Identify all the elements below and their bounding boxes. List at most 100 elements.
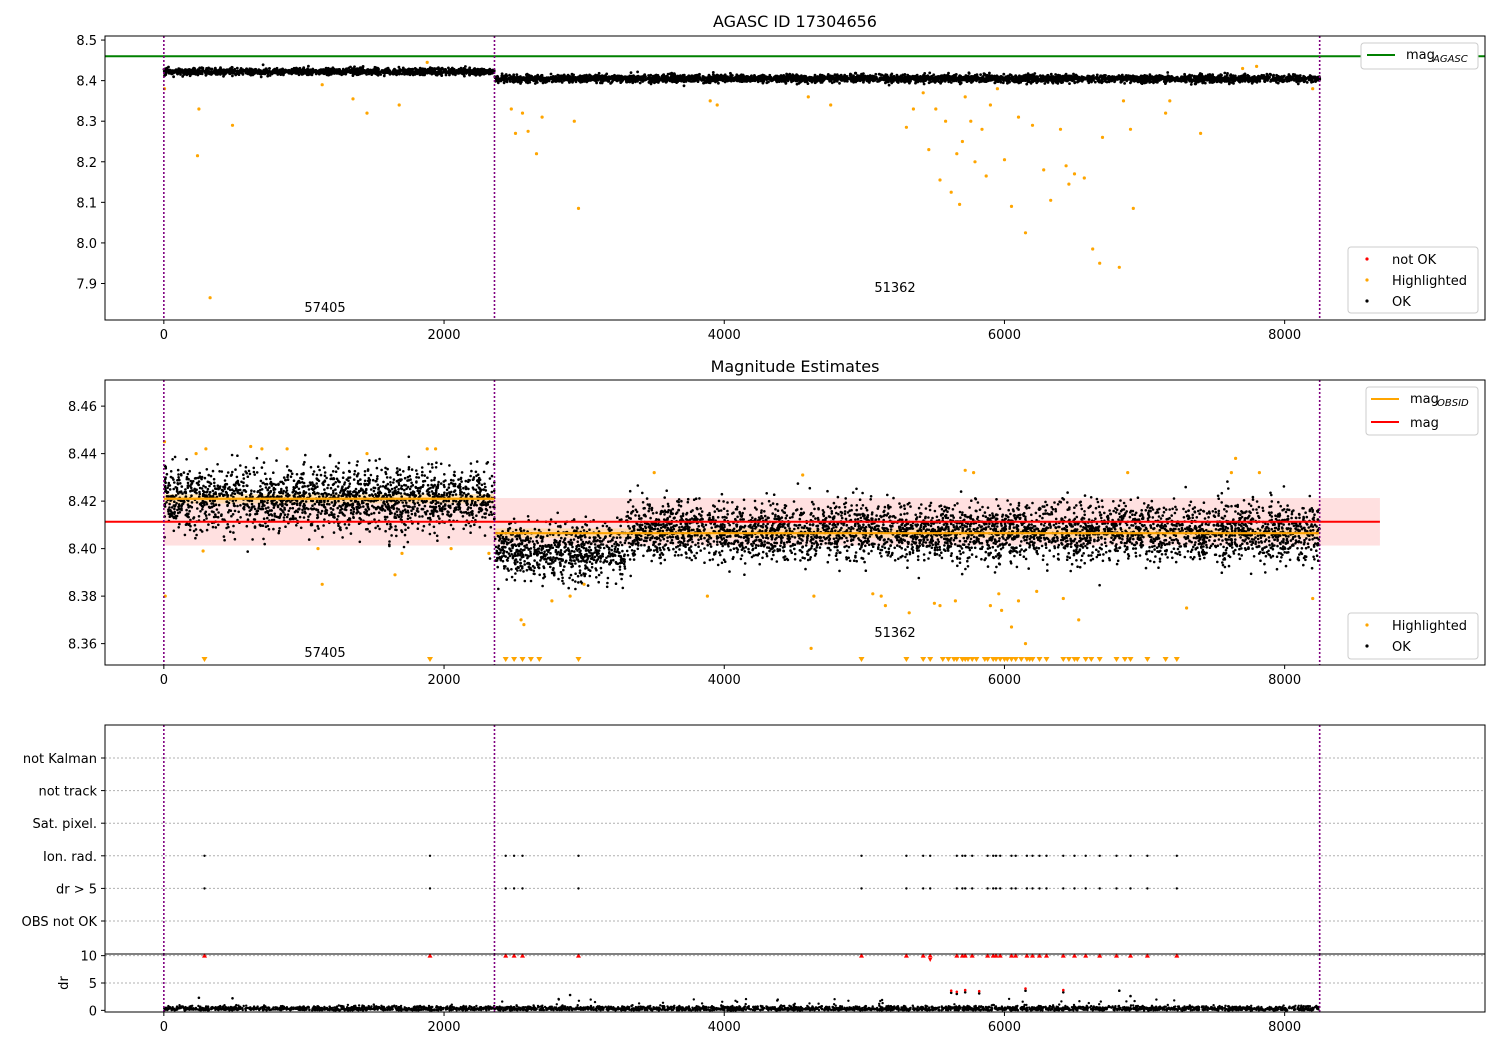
ok-point: [1026, 73, 1030, 77]
ok-point: [943, 74, 947, 78]
ok-point: [1068, 82, 1071, 85]
ok-point: [916, 80, 920, 84]
ok-point: [614, 78, 617, 82]
ok-point: [314, 72, 318, 76]
ok-point: [1001, 81, 1005, 85]
ok-point: [389, 72, 392, 76]
ok-point: [1143, 81, 1146, 84]
ok-point: [1201, 74, 1204, 78]
ok-point: [715, 74, 718, 77]
ok-point: [267, 70, 271, 74]
ok-point: [268, 67, 271, 70]
ok-point: [1250, 81, 1254, 85]
ok-point: [947, 80, 951, 84]
ok-point: [1061, 74, 1065, 78]
ok-point: [927, 81, 931, 85]
ok-point: [335, 69, 339, 73]
ok-point: [1095, 73, 1099, 77]
ok-point: [983, 73, 987, 77]
ok-point: [741, 80, 744, 83]
ok-point: [349, 65, 352, 69]
ok-point: [248, 70, 252, 73]
ok-point: [908, 76, 912, 80]
ok-point: [496, 81, 500, 85]
ok-point: [309, 68, 313, 72]
ok-point: [294, 71, 297, 75]
ok-point: [204, 70, 208, 73]
ok-point: [1162, 80, 1166, 83]
ok-point: [330, 72, 334, 75]
ok-point: [392, 69, 396, 73]
ok-point: [168, 68, 172, 72]
ok-point: [866, 79, 869, 83]
ok-point: [418, 68, 422, 72]
ok-point: [358, 71, 362, 74]
ok-point: [642, 74, 646, 78]
ok-point: [944, 78, 948, 81]
ok-point: [988, 71, 991, 75]
ok-point: [636, 75, 639, 78]
ok-point: [718, 76, 721, 80]
ok-point: [286, 70, 290, 74]
ok-point: [702, 77, 706, 80]
ok-point: [994, 80, 997, 84]
ok-point: [214, 73, 218, 76]
ok-point: [1154, 78, 1158, 82]
ok-point: [424, 69, 427, 73]
ok-point: [551, 79, 555, 83]
ok-point: [342, 68, 345, 72]
ok-point: [838, 81, 841, 85]
ok-point: [371, 69, 375, 72]
ok-point: [401, 66, 405, 70]
ok-point: [605, 72, 609, 76]
ok-point: [196, 72, 200, 76]
ok-point: [679, 75, 682, 78]
ok-point: [1093, 80, 1097, 84]
ok-point: [183, 73, 186, 76]
ok-point: [1283, 79, 1286, 83]
ok-point: [956, 77, 960, 81]
ok-point: [583, 74, 586, 77]
ok-point: [439, 69, 443, 73]
ok-point: [220, 69, 224, 73]
ok-point: [664, 80, 668, 84]
ok-point: [274, 68, 278, 72]
ok-point: [1223, 71, 1227, 75]
ok-point: [696, 80, 700, 83]
ok-point: [208, 70, 212, 74]
ok-point: [889, 79, 893, 83]
ok-point: [643, 78, 646, 82]
ok-point: [176, 72, 180, 76]
ok-point: [681, 73, 685, 77]
ok-point: [593, 78, 596, 82]
ok-point: [231, 74, 234, 78]
ok-point: [570, 72, 574, 76]
ok-point: [217, 70, 221, 74]
ok-point: [585, 79, 589, 83]
ok-point: [411, 67, 415, 71]
ok-point: [1279, 76, 1283, 80]
ok-point: [1238, 76, 1241, 80]
ok-point: [322, 72, 326, 76]
ok-point: [321, 69, 325, 73]
ok-point: [834, 77, 838, 80]
ok-point: [332, 69, 336, 73]
ok-point: [479, 70, 482, 74]
ok-point: [1150, 76, 1154, 79]
ok-point: [418, 66, 422, 70]
ok-point: [172, 75, 176, 79]
ok-point: [473, 68, 476, 72]
ok-point: [579, 77, 583, 80]
ok-point: [842, 78, 846, 81]
ok-point: [887, 83, 891, 87]
ok-point: [508, 73, 511, 77]
ok-point: [232, 71, 235, 75]
ok-point: [1084, 76, 1088, 80]
ok-point: [1180, 76, 1183, 80]
ok-point: [717, 81, 720, 85]
ok-point: [1107, 76, 1111, 80]
ok-point: [188, 74, 192, 78]
ok-point: [1219, 79, 1223, 83]
ok-point: [225, 70, 228, 73]
